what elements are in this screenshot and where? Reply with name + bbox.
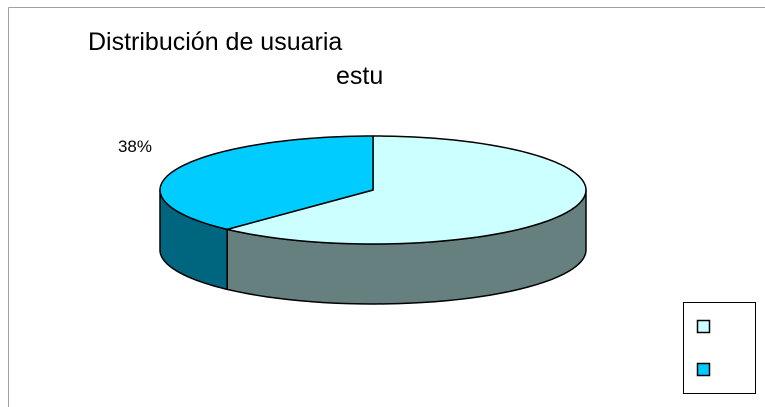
legend-swatch xyxy=(696,362,711,377)
pie-slice xyxy=(226,135,587,245)
legend xyxy=(683,302,756,394)
chart-title: estu xyxy=(336,62,383,90)
data-label: 38% xyxy=(118,137,152,156)
legend-swatch xyxy=(696,319,711,334)
chart-title: Distribución de usuaria xyxy=(88,28,342,56)
pie-slice xyxy=(159,135,374,231)
